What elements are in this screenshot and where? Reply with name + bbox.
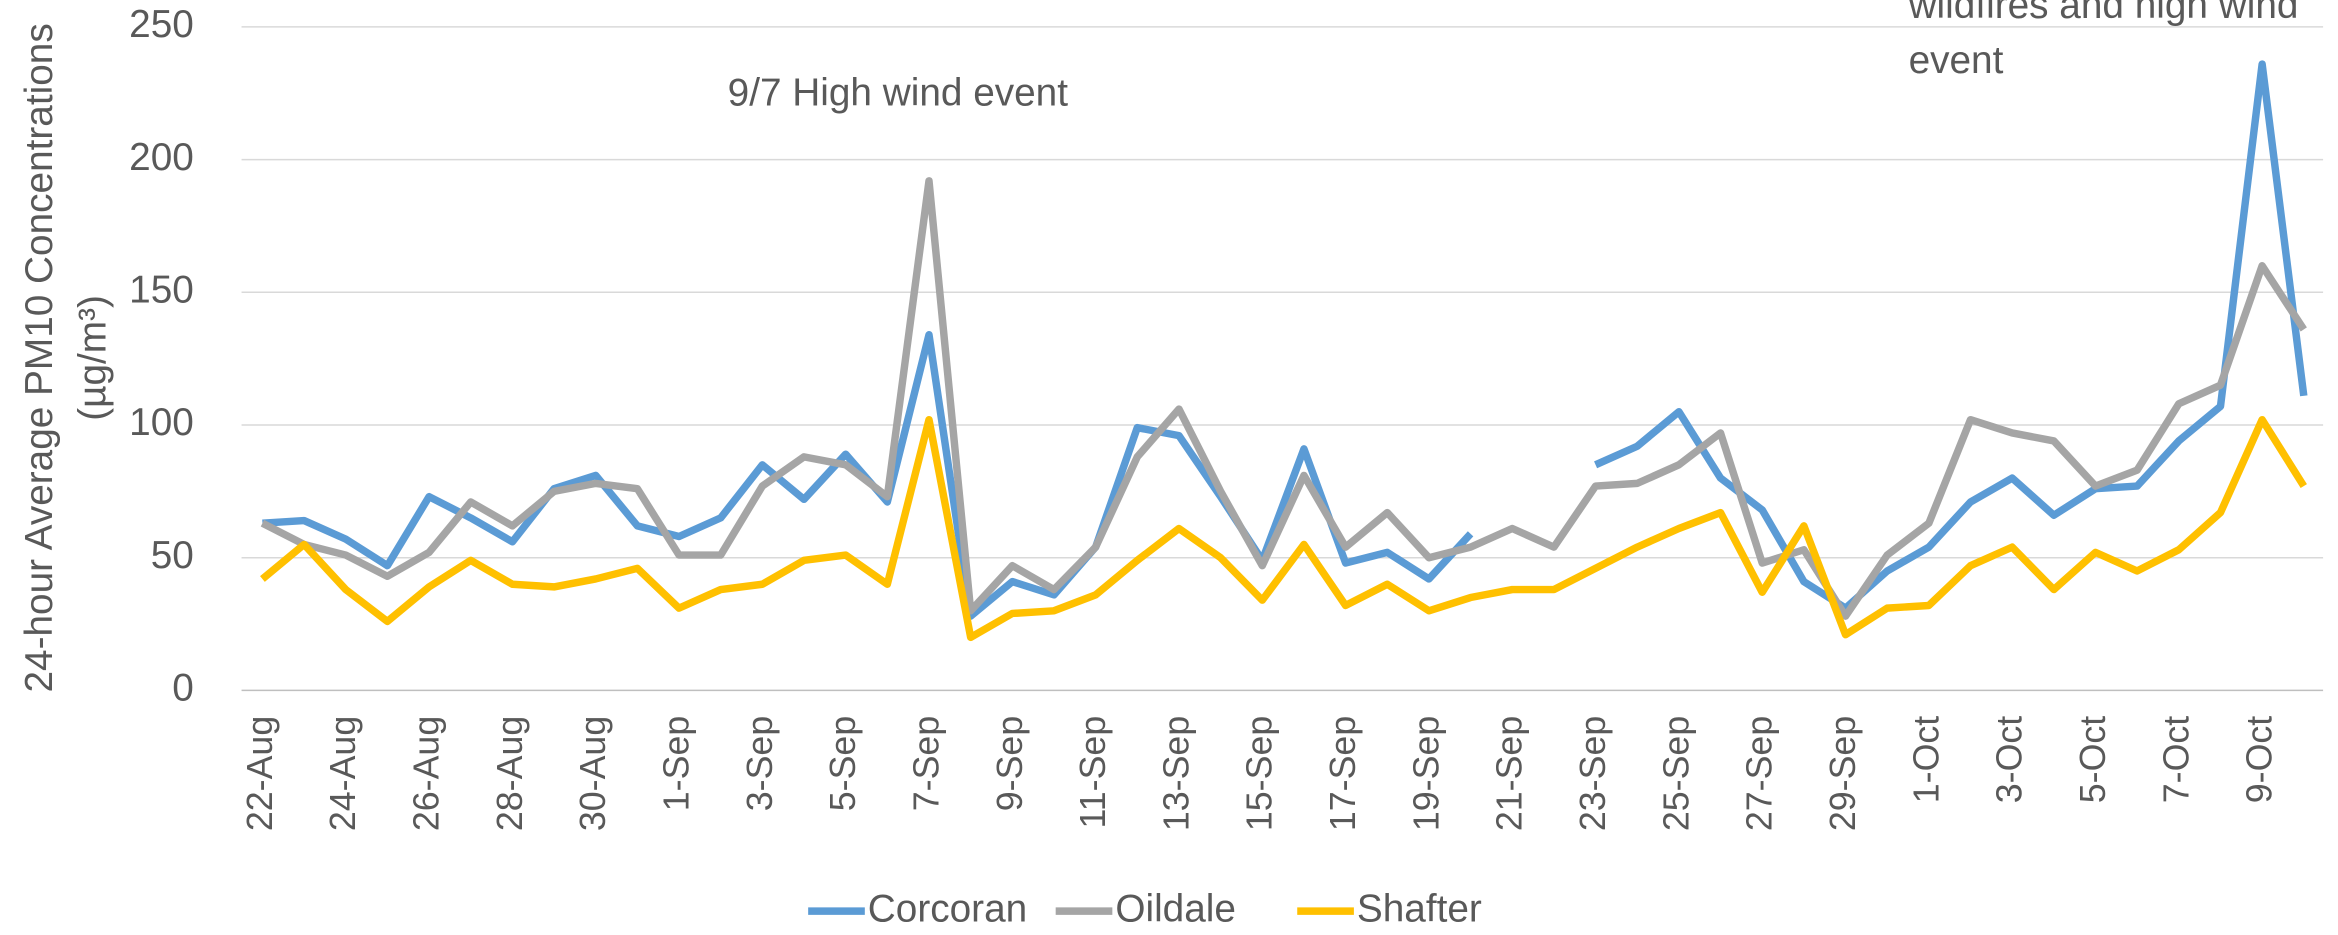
legend-label: Shafter bbox=[1357, 887, 1482, 930]
x-tick-label: 30-Aug bbox=[573, 716, 613, 831]
x-tick-label: 1-Sep bbox=[656, 716, 696, 811]
y-tick-label: 100 bbox=[129, 401, 194, 444]
x-tick-label: 13-Sep bbox=[1156, 716, 1196, 831]
x-tick-label: 5-Sep bbox=[823, 716, 863, 811]
x-tick-label: 7-Sep bbox=[906, 716, 946, 811]
y-tick-label: 200 bbox=[129, 136, 194, 179]
x-tick-label: 11-Sep bbox=[1073, 716, 1113, 829]
annotation: event bbox=[1909, 39, 2004, 82]
legend-label: Corcoran bbox=[868, 887, 1027, 930]
x-tick-label: 26-Aug bbox=[407, 716, 447, 831]
annotation: wildfires and high wind bbox=[1908, 0, 2299, 27]
y-axis-label: 24-hour Average PM10 Concentrations bbox=[18, 23, 61, 692]
x-tick-label: 19-Sep bbox=[1406, 716, 1446, 831]
x-tick-label: 22-Aug bbox=[240, 716, 280, 831]
series-line bbox=[262, 60, 2308, 620]
x-tick-label: 5-Oct bbox=[2073, 716, 2113, 804]
y-axis-label: (µg/m³) bbox=[72, 295, 115, 421]
x-tick-label: 21-Sep bbox=[1490, 716, 1530, 831]
y-tick-label: 250 bbox=[129, 3, 194, 46]
y-tick-label: 50 bbox=[151, 534, 194, 577]
x-tick-label: 1-Oct bbox=[1906, 716, 1946, 804]
x-tick-label: 23-Sep bbox=[1573, 716, 1613, 831]
x-tick-label: 9-Oct bbox=[2240, 716, 2280, 804]
x-tick-label: 24-Aug bbox=[323, 716, 363, 831]
y-tick-label: 150 bbox=[129, 269, 194, 312]
x-tick-label: 7-Oct bbox=[2156, 716, 2196, 804]
annotation: 9/7 High wind event bbox=[728, 72, 1069, 115]
x-tick-label: 29-Sep bbox=[1823, 716, 1863, 831]
x-tick-label: 9-Sep bbox=[990, 716, 1030, 811]
series-line bbox=[260, 415, 2307, 642]
x-tick-label: 25-Sep bbox=[1656, 716, 1696, 831]
x-tick-label: 28-Aug bbox=[490, 716, 530, 831]
x-tick-label: 15-Sep bbox=[1240, 716, 1280, 831]
series-line bbox=[260, 177, 2307, 620]
y-tick-label: 0 bbox=[172, 667, 194, 710]
legend-label: Oildale bbox=[1115, 887, 1236, 930]
x-tick-label: 3-Oct bbox=[1990, 716, 2030, 804]
x-tick-label: 3-Sep bbox=[740, 716, 780, 811]
x-tick-label: 17-Sep bbox=[1323, 716, 1363, 831]
x-tick-label: 27-Sep bbox=[1740, 716, 1780, 831]
